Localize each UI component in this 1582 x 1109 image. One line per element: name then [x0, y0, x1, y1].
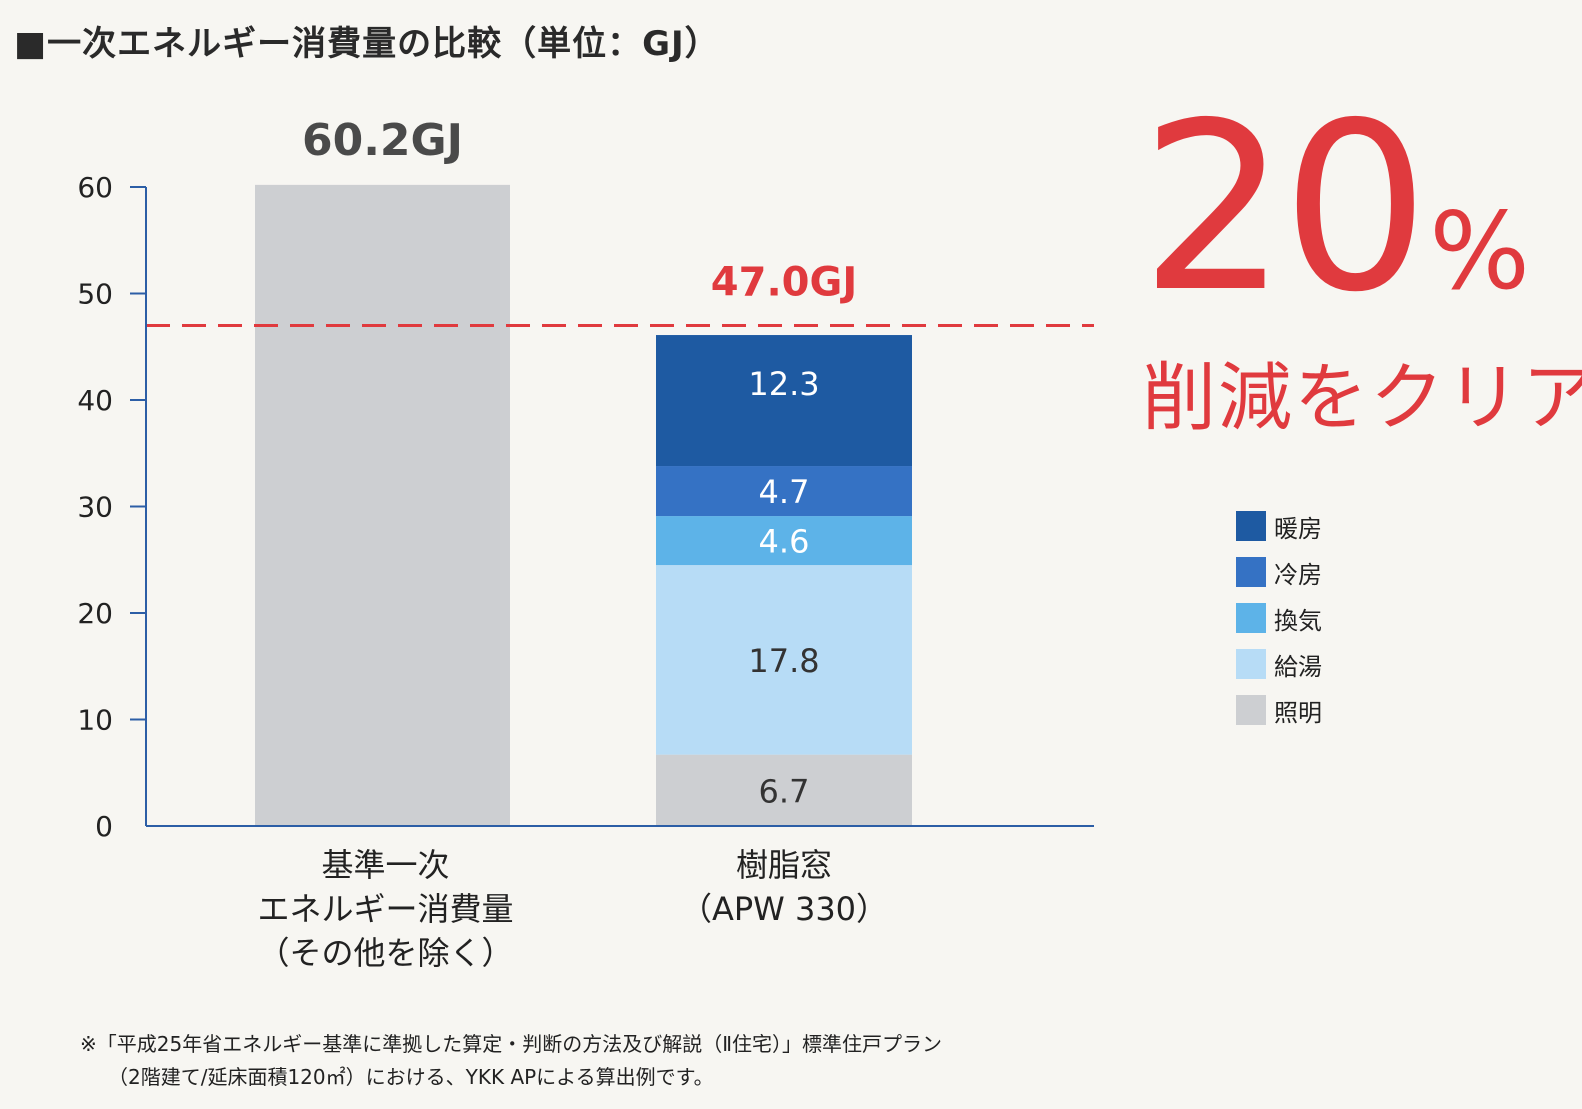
data-label-cooling: 4.7: [759, 473, 810, 511]
legend-item: 照明: [1236, 687, 1322, 733]
stack-segment-lighting: [656, 754, 912, 826]
stack-segment-hot_water: [656, 565, 912, 755]
y-tick-label: 20: [77, 597, 113, 630]
data-label-hot_water: 17.8: [748, 642, 819, 680]
target-line-label: 47.0GJ: [711, 259, 857, 305]
category-label: （APW 330）: [680, 890, 888, 928]
data-label-ventilation: 4.6: [759, 523, 810, 561]
legend-swatch: [1236, 511, 1266, 541]
footnote: ※「平成25年省エネルギー基準に準拠した算定・判断の方法及び解説（Ⅱ住宅）」標準…: [80, 1028, 942, 1094]
legend-item: 暖房: [1236, 503, 1322, 549]
reduction-percent: 20: [1140, 73, 1429, 343]
stack-segment-heating: [656, 335, 912, 467]
reference-bar-label: 60.2GJ: [302, 115, 463, 166]
legend-swatch: [1236, 695, 1266, 725]
bar-chart: 60.2GJ 6.7 17.8 4.6 4.7 12.3 47.0GJ 0 10 20 30 40 50…: [77, 115, 1094, 972]
category-label: （その他を除く）: [257, 934, 513, 972]
legend-label: 暖房: [1274, 514, 1322, 543]
legend-swatch: [1236, 557, 1266, 587]
footnote-line-2: （2階建て/延床面積120㎡）における、YKK APによる算出例です。: [108, 1065, 714, 1089]
stack-segment-ventilation: [656, 516, 912, 566]
legend-swatch: [1236, 603, 1266, 633]
category-label: エネルギー消費量: [257, 890, 513, 928]
category-label: 基準一次: [321, 846, 449, 884]
legend: 暖房冷房換気給湯照明: [1236, 503, 1322, 733]
reduction-callout: 20%: [1140, 92, 1530, 324]
legend-label: 給湯: [1274, 652, 1322, 681]
data-label-lighting: 6.7: [759, 772, 810, 810]
stack-segment-cooling: [656, 466, 912, 517]
legend-item: 冷房: [1236, 549, 1322, 595]
legend-item: 給湯: [1236, 641, 1322, 687]
reference-bar: [255, 184, 510, 826]
y-tick-label: 50: [77, 278, 113, 311]
reduction-text: 削減をクリア: [1142, 355, 1582, 441]
chart-title: ■一次エネルギー消費量の比較（単位：GJ）: [14, 24, 720, 64]
y-tick-label: 10: [77, 704, 113, 737]
legend-label: 照明: [1274, 698, 1322, 727]
legend-swatch: [1236, 649, 1266, 679]
y-tick-label: 30: [77, 491, 113, 524]
percent-symbol: %: [1429, 190, 1530, 313]
legend-label: 換気: [1274, 606, 1322, 635]
legend-label: 冷房: [1274, 560, 1322, 589]
footnote-line-1: ※「平成25年省エネルギー基準に準拠した算定・判断の方法及び解説（Ⅱ住宅）」標準…: [80, 1032, 943, 1056]
category-label: 樹脂窓: [736, 846, 832, 884]
legend-item: 換気: [1236, 595, 1322, 641]
y-tick-label: 60: [77, 171, 113, 204]
y-tick-label: 40: [77, 384, 113, 417]
y-tick-label: 0: [95, 810, 113, 843]
data-label-heating: 12.3: [748, 365, 819, 403]
